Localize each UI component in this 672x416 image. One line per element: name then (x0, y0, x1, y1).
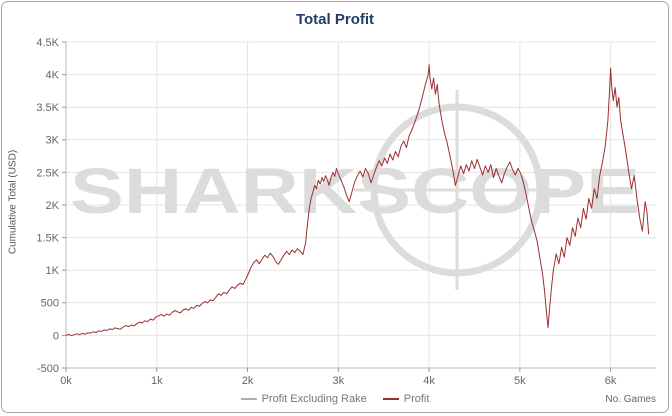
y-tick-label: 3K (46, 135, 60, 147)
x-tick-label: 5k (514, 375, 526, 386)
x-tick-label: 3k (332, 375, 344, 386)
x-axis-caption: No. Games (605, 394, 656, 405)
line-swatch-icon (240, 398, 257, 400)
y-tick-label: 1.5K (36, 232, 59, 244)
y-tick-label: 500 (41, 298, 59, 310)
legend-item-profit-excluding-rake[interactable]: Profit Excluding Rake (240, 393, 367, 405)
x-tick-label: 2k (242, 375, 254, 386)
legend-label: Profit (403, 393, 430, 405)
x-tick-label: 1k (151, 375, 163, 386)
y-tick-label: 1K (46, 265, 60, 277)
y-tick-label: 3.5K (36, 102, 59, 114)
chart-title: Total Profit (295, 11, 375, 28)
y-tick-label: 2.5K (36, 167, 59, 179)
legend-label: Profit Excluding Rake (261, 393, 367, 405)
profit-line (65, 64, 650, 337)
profit-chart: SHARKSCOPE-50005001K1.5K2K2.5K3K3.5K4K4.… (36, 37, 656, 386)
y-tick-label: 2K (46, 200, 60, 212)
y-tick-label: -500 (37, 363, 59, 375)
y-tick-label: 0 (53, 330, 59, 342)
y-tick-label: 4K (46, 69, 60, 81)
x-tick-label: 6k (605, 375, 617, 386)
legend-item-profit[interactable]: Profit (382, 393, 430, 405)
line-swatch-icon (382, 398, 399, 400)
x-tick-label: 0k (60, 375, 72, 386)
y-tick-label: 4.5K (36, 37, 59, 49)
x-tick-label: 4k (423, 375, 435, 386)
chart-legend: Profit Excluding Rake Profit (2, 393, 668, 405)
